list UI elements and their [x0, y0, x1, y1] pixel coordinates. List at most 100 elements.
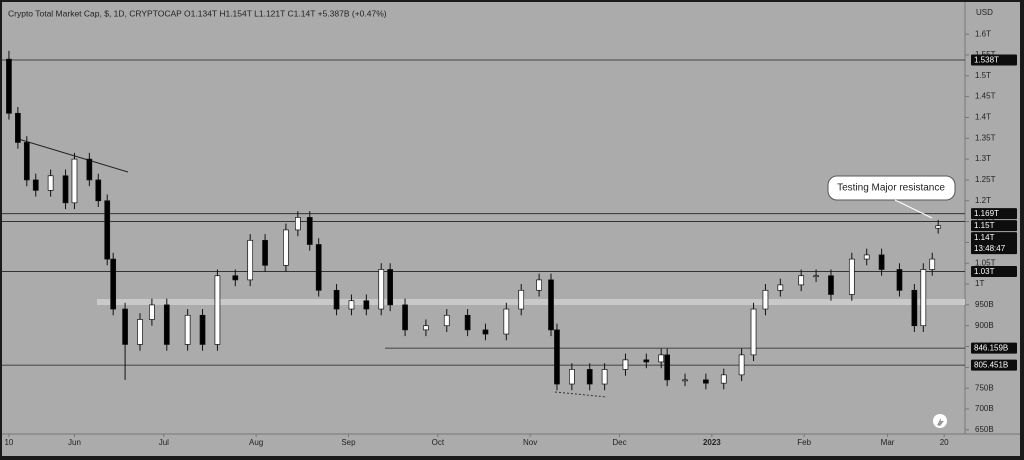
candle-body	[664, 354, 671, 381]
y-tick-label: 750B	[975, 383, 994, 392]
annotation-box	[827, 175, 956, 201]
price-label: 1.538T	[974, 55, 999, 64]
x-tick-label: Dec	[612, 438, 626, 447]
candle-body	[122, 308, 128, 345]
candle-body	[247, 239, 254, 281]
y-tick-label: 1.35T	[975, 133, 996, 142]
candle-body	[682, 379, 688, 382]
x-tick-label: Aug	[249, 438, 263, 447]
plot-area	[0, 50, 965, 391]
candle-body	[920, 269, 927, 327]
candle-body	[137, 319, 143, 345]
y-tick-label: 1.05T	[975, 258, 996, 267]
candle-body	[443, 314, 450, 327]
candle-body	[622, 359, 629, 370]
price-label-box	[971, 342, 1017, 354]
candle-body	[703, 379, 709, 384]
x-tick-label: Nov	[523, 438, 537, 447]
candle-body	[163, 304, 170, 345]
candle-body	[71, 158, 78, 204]
candle-body	[738, 354, 745, 376]
candle-body	[750, 308, 757, 356]
candle-body	[184, 314, 191, 345]
y-tick-label: 1.5T	[975, 71, 991, 80]
price-label-box	[971, 220, 1017, 232]
candle-body	[536, 279, 542, 291]
candle-body	[306, 217, 313, 245]
price-label: 1.169T	[974, 209, 999, 218]
candle-body	[47, 175, 54, 191]
support-zone	[97, 299, 965, 305]
candle-body	[402, 304, 408, 331]
y-tick-label: 900B	[975, 321, 994, 330]
candle-body	[929, 258, 936, 270]
candle-body	[149, 304, 155, 320]
dashed-line	[554, 391, 608, 398]
candle-body	[378, 269, 385, 310]
x-tick-label: 2023	[703, 438, 721, 447]
y-tick-label: 950B	[975, 300, 994, 309]
candle-body	[315, 244, 322, 291]
candle-body	[283, 229, 289, 266]
candle-body	[878, 254, 885, 270]
x-tick-label: Oct	[432, 438, 445, 447]
candle-body	[798, 275, 805, 286]
candle-body	[15, 112, 21, 143]
x-tick-label: 10	[4, 438, 13, 447]
y-axis-unit: USD	[976, 8, 993, 17]
candle-body	[518, 289, 525, 310]
price-label: 1.03T	[974, 267, 995, 276]
x-tick-label: Feb	[797, 438, 811, 447]
candle-body	[601, 369, 608, 385]
price-label-box	[971, 232, 1017, 255]
candle-body	[333, 289, 340, 310]
candle-body	[387, 269, 394, 306]
candle-body	[95, 179, 102, 202]
y-tick-label: 1.2T	[975, 196, 991, 205]
y-tick-label: 1.45T	[975, 92, 996, 101]
annotation-text: Testing Major resistance	[837, 183, 945, 194]
candle-body	[813, 275, 819, 278]
y-tick-label: 1.25T	[975, 175, 996, 184]
candle-body	[32, 179, 39, 191]
candle-body	[6, 58, 12, 114]
annotation-arrow	[894, 199, 933, 219]
candle-body	[464, 314, 471, 331]
candle-body	[828, 275, 834, 295]
y-tick-label: 700B	[975, 404, 994, 413]
candle-body	[848, 258, 855, 295]
x-tick-label: Mar	[881, 438, 895, 447]
candle-body	[643, 359, 650, 363]
y-tick-label: 1.3T	[975, 154, 991, 163]
chart-title: Crypto Total Market Cap, $, 1D, CRYPTOCA…	[8, 8, 387, 18]
countdown: 13:48:47	[974, 244, 1006, 253]
y-tick-label: 1.4T	[975, 113, 991, 122]
price-label: 805.451B	[974, 360, 1008, 369]
price-label-box	[971, 208, 1017, 220]
candle-body	[199, 314, 206, 345]
y-tick-label: 1.6T	[975, 29, 991, 38]
candle-body	[294, 217, 301, 231]
candle-body	[762, 289, 769, 310]
y-tick-label: 650B	[975, 425, 994, 434]
candle-body	[777, 284, 784, 291]
candle-body	[482, 329, 489, 335]
candle-body	[104, 200, 111, 260]
candle-body	[896, 269, 903, 291]
x-tick-label: Jun	[68, 438, 81, 447]
candle-body	[863, 254, 870, 260]
logo	[933, 414, 947, 428]
price-label: 846.159B	[974, 343, 1008, 352]
candle-body	[911, 289, 918, 327]
y-tick-label: 1T	[975, 279, 984, 288]
candle-body	[23, 142, 30, 181]
candle-body	[110, 258, 117, 310]
candle-body	[569, 369, 575, 385]
candle-body	[214, 275, 221, 345]
price-label-box	[971, 266, 1017, 278]
x-tick-label: Sep	[341, 438, 356, 447]
x-tick-label: 20	[940, 438, 949, 447]
candle-body	[348, 300, 355, 310]
candle-body	[554, 329, 560, 385]
